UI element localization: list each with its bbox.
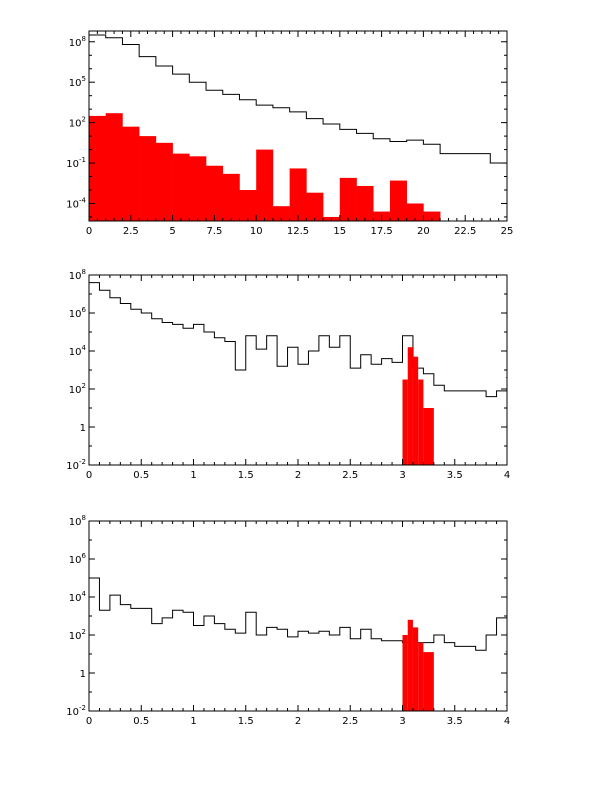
- x-tick-label: 3.5: [447, 716, 463, 727]
- x-tick-label: 0.5: [133, 470, 149, 481]
- y-tick-label: 1: [80, 423, 86, 434]
- red-bar: [206, 165, 224, 221]
- y-tick-label: 10-1: [66, 156, 86, 170]
- red-bar: [389, 180, 407, 221]
- red-bar: [189, 156, 207, 221]
- y-tick-label: 102: [69, 628, 86, 642]
- red-bar: [423, 408, 434, 465]
- x-tick-label: 0: [86, 716, 92, 727]
- plot-area: [89, 577, 507, 711]
- x-tick-label: 20: [417, 226, 430, 237]
- x-tick-label: 1: [190, 716, 196, 727]
- x-tick-label: 2.5: [123, 226, 139, 237]
- x-tick-label: 12.5: [287, 226, 309, 237]
- red-bar: [412, 356, 419, 465]
- black-step-line: [89, 34, 507, 164]
- red-bar: [339, 177, 357, 221]
- plot-frame: [88, 274, 508, 466]
- x-tick-label: 0: [86, 470, 92, 481]
- red-bar: [423, 211, 441, 221]
- red-bar: [272, 206, 290, 221]
- red-bar: [356, 185, 374, 221]
- red-bar: [412, 627, 419, 711]
- y-tick-label: 106: [69, 552, 87, 566]
- x-tick-label: 1: [190, 470, 196, 481]
- red-bar: [105, 113, 123, 221]
- x-tick-label: 2.5: [342, 716, 358, 727]
- y-tick-label: 102: [69, 382, 86, 396]
- red-bar: [122, 126, 140, 221]
- x-tick-label: 7.5: [206, 226, 222, 237]
- y-tick-label: 10-2: [66, 704, 86, 718]
- red-bar: [139, 136, 157, 221]
- red-bar: [256, 149, 274, 221]
- x-tick-label: 25: [501, 226, 514, 237]
- x-tick-label: 4: [504, 716, 510, 727]
- red-bar: [89, 115, 107, 221]
- y-tick-label: 108: [69, 268, 86, 282]
- histogram-panel-bottom: 0 0.5 1 1.5 2 2.5 3 3.5 4 10-2 1 102 104 106 108: [66, 514, 510, 727]
- red-bar: [239, 190, 257, 221]
- histogram-panel-middle: 0 0.5 1 1.5 2 2.5 3 3.5 4 10-2 1 102 104 106 108: [66, 268, 510, 481]
- x-tick-label: 1.5: [238, 470, 254, 481]
- y-tick-label: 10-4: [66, 196, 86, 210]
- x-tick-label: 2: [295, 470, 301, 481]
- x-tick-label: 22.5: [454, 226, 476, 237]
- x-tick-label: 3: [399, 470, 405, 481]
- x-tick-label: 15: [333, 226, 346, 237]
- x-tick-label: 2: [295, 716, 301, 727]
- x-tick-label: 2.5: [342, 470, 358, 481]
- x-tick-label: 1.5: [238, 716, 254, 727]
- red-bar: [306, 192, 324, 221]
- red-bar: [418, 379, 424, 465]
- y-tick-label: 104: [69, 590, 87, 604]
- plot-area: [89, 34, 507, 221]
- red-bar: [289, 168, 307, 221]
- y-tick-label: 106: [69, 306, 87, 320]
- x-tick-label: 3.5: [447, 470, 463, 481]
- y-tick-label: 105: [69, 75, 86, 89]
- red-bar: [402, 635, 408, 711]
- x-tick-label: 0.5: [133, 716, 149, 727]
- red-bar: [407, 347, 413, 465]
- red-bar: [222, 173, 240, 221]
- red-bar: [418, 642, 424, 711]
- y-tick-label: 108: [69, 35, 86, 49]
- x-tick-label: 4: [504, 470, 510, 481]
- black-step-line: [89, 282, 507, 428]
- x-tick-label: 0: [86, 226, 92, 237]
- red-bar: [402, 379, 408, 465]
- red-bar: [423, 652, 434, 711]
- plot-area: [89, 282, 507, 465]
- red-bar: [407, 619, 413, 711]
- y-tick-label: 102: [69, 116, 86, 130]
- y-tick-label: 10-2: [66, 458, 86, 472]
- x-tick-label: 5: [169, 226, 175, 237]
- x-tick-label: 10: [250, 226, 263, 237]
- red-bar: [406, 203, 424, 221]
- y-tick-label: 108: [69, 514, 86, 528]
- x-tick-label: 3: [399, 716, 405, 727]
- y-tick-label: 104: [69, 344, 87, 358]
- y-tick-label: 1: [80, 669, 86, 680]
- x-tick-label: 17.5: [370, 226, 392, 237]
- histogram-panel-top: 0 2.5 5 7.5 10 12.5 15 17.5 20 22.5 25 10-4 10-1 102 1…: [66, 30, 514, 237]
- black-step-line: [89, 577, 507, 706]
- red-bar: [172, 153, 190, 221]
- red-bar: [155, 142, 173, 221]
